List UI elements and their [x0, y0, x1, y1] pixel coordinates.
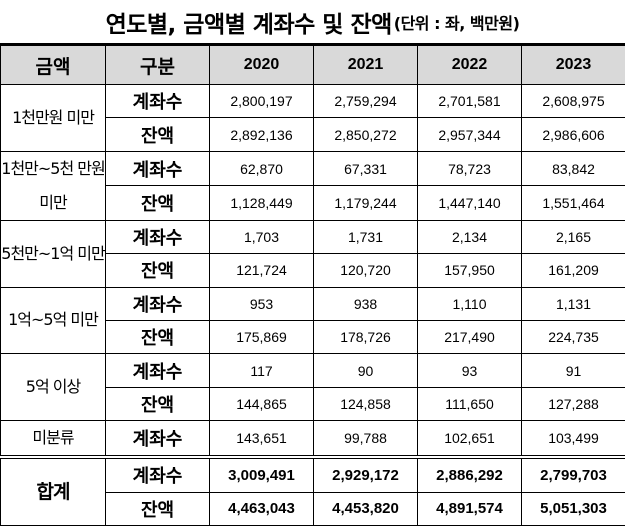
header-year: 2021 — [314, 45, 418, 85]
value-cell: 90 — [314, 354, 418, 387]
header-row: 금액 구분 2020 2021 2022 2023 — [1, 45, 625, 85]
value-cell: 117 — [210, 354, 314, 387]
value-cell: 2,701,581 — [418, 85, 522, 118]
value-cell: 938 — [314, 287, 418, 320]
category-cell: 1천만원 미만 — [1, 85, 106, 152]
header-year: 2022 — [418, 45, 522, 85]
value-cell: 161,209 — [522, 254, 625, 287]
header-amount: 금액 — [1, 45, 106, 85]
category-cell: 5천만~1억 미만 — [1, 220, 106, 287]
value-cell: 2,892,136 — [210, 118, 314, 151]
value-cell: 2,929,172 — [314, 457, 418, 492]
value-cell: 224,735 — [522, 320, 625, 353]
value-cell: 1,128,449 — [210, 186, 314, 221]
value-cell: 2,165 — [522, 220, 625, 253]
value-cell: 120,720 — [314, 254, 418, 287]
category-cell: 1억~5억 미만 — [1, 287, 106, 354]
value-cell: 4,463,043 — [210, 492, 314, 525]
value-cell: 62,870 — [210, 151, 314, 186]
value-cell: 2,800,197 — [210, 85, 314, 118]
value-cell: 175,869 — [210, 320, 314, 353]
value-cell: 103,499 — [522, 421, 625, 458]
type-cell: 잔액 — [106, 254, 210, 287]
type-cell: 계좌수 — [106, 85, 210, 118]
value-cell: 2,608,975 — [522, 85, 625, 118]
type-cell: 잔액 — [106, 320, 210, 353]
value-cell: 2,799,703 — [522, 457, 625, 492]
category-cell: 1천만~5천 만원 미만 — [1, 151, 106, 220]
value-cell: 217,490 — [418, 320, 522, 353]
value-cell: 2,134 — [418, 220, 522, 253]
type-cell: 잔액 — [106, 492, 210, 525]
unit-label: (단위 : 좌, 백만원) — [394, 10, 520, 34]
type-cell: 계좌수 — [106, 220, 210, 253]
value-cell: 4,891,574 — [418, 492, 522, 525]
table-title: 연도별, 금액별 계좌수 및 잔액 (단위 : 좌, 백만원) — [0, 0, 625, 43]
value-cell: 143,651 — [210, 421, 314, 458]
value-cell: 124,858 — [314, 387, 418, 420]
type-cell: 잔액 — [106, 387, 210, 420]
value-cell: 1,703 — [210, 220, 314, 253]
value-cell: 1,131 — [522, 287, 625, 320]
value-cell: 2,886,292 — [418, 457, 522, 492]
type-cell: 계좌수 — [106, 354, 210, 387]
value-cell: 1,731 — [314, 220, 418, 253]
value-cell: 99,788 — [314, 421, 418, 458]
category-cell: 5억 이상 — [1, 354, 106, 421]
type-cell: 계좌수 — [106, 421, 210, 458]
value-cell: 144,865 — [210, 387, 314, 420]
value-cell: 83,842 — [522, 151, 625, 186]
category-cell: 미분류 — [1, 421, 106, 458]
value-cell: 2,986,606 — [522, 118, 625, 151]
value-cell: 3,009,491 — [210, 457, 314, 492]
type-cell: 계좌수 — [106, 457, 210, 492]
value-cell: 93 — [418, 354, 522, 387]
value-cell: 5,051,303 — [522, 492, 625, 525]
value-cell: 1,110 — [418, 287, 522, 320]
value-cell: 67,331 — [314, 151, 418, 186]
value-cell: 127,288 — [522, 387, 625, 420]
header-year: 2020 — [210, 45, 314, 85]
header-type: 구분 — [106, 45, 210, 85]
value-cell: 1,551,464 — [522, 186, 625, 221]
value-cell: 1,179,244 — [314, 186, 418, 221]
type-cell: 계좌수 — [106, 151, 210, 186]
type-cell: 잔액 — [106, 118, 210, 151]
type-cell: 잔액 — [106, 186, 210, 221]
value-cell: 178,726 — [314, 320, 418, 353]
value-cell: 102,651 — [418, 421, 522, 458]
value-cell: 2,850,272 — [314, 118, 418, 151]
value-cell: 4,453,820 — [314, 492, 418, 525]
value-cell: 953 — [210, 287, 314, 320]
value-cell: 157,950 — [418, 254, 522, 287]
value-cell: 1,447,140 — [418, 186, 522, 221]
title-text: 연도별, 금액별 계좌수 및 잔액 — [106, 5, 392, 39]
category-cell: 합계 — [1, 457, 106, 525]
value-cell: 111,650 — [418, 387, 522, 420]
value-cell: 91 — [522, 354, 625, 387]
value-cell: 78,723 — [418, 151, 522, 186]
header-year: 2023 — [522, 45, 625, 85]
value-cell: 2,759,294 — [314, 85, 418, 118]
value-cell: 2,957,344 — [418, 118, 522, 151]
type-cell: 계좌수 — [106, 287, 210, 320]
value-cell: 121,724 — [210, 254, 314, 287]
